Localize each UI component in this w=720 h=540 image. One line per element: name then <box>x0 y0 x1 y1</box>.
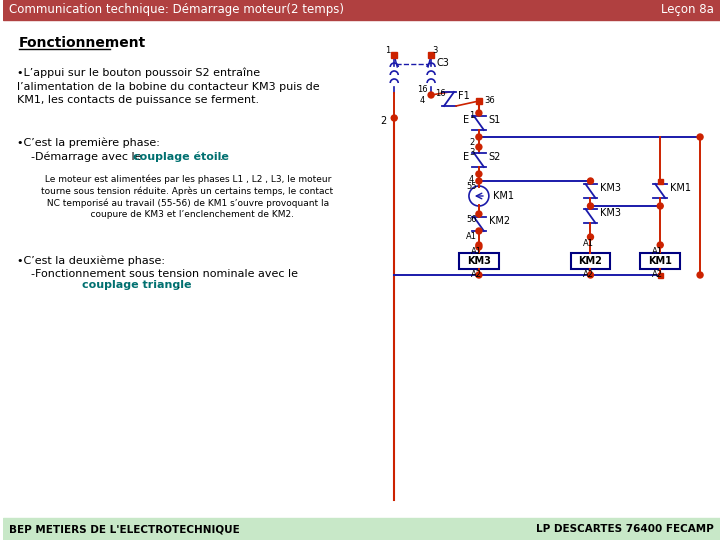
Text: 1: 1 <box>385 46 390 55</box>
Circle shape <box>588 272 593 278</box>
Text: C3: C3 <box>436 58 449 68</box>
Circle shape <box>476 228 482 234</box>
Text: A1: A1 <box>652 247 663 256</box>
Circle shape <box>476 242 482 248</box>
Bar <box>658 179 662 184</box>
Circle shape <box>476 134 482 140</box>
Bar <box>3 518 720 540</box>
Circle shape <box>476 171 482 177</box>
Text: 2: 2 <box>380 116 387 126</box>
Bar <box>3 0 720 20</box>
Text: KM1: KM1 <box>648 256 672 266</box>
Circle shape <box>476 211 482 217</box>
Text: •C’est la première phase:
    -Démarrage avec le: •C’est la première phase: -Démarrage ave… <box>17 138 160 163</box>
Bar <box>658 273 662 278</box>
Circle shape <box>476 144 482 150</box>
Text: KM2: KM2 <box>489 216 510 226</box>
Circle shape <box>476 272 482 278</box>
Text: couplage triangle: couplage triangle <box>82 280 192 290</box>
Text: A2: A2 <box>471 270 482 279</box>
Text: LP DESCARTES 76400 FECAMP: LP DESCARTES 76400 FECAMP <box>536 524 714 534</box>
Circle shape <box>476 110 482 116</box>
Text: A1: A1 <box>471 247 482 256</box>
Text: KM1: KM1 <box>493 191 514 201</box>
Text: Fonctionnement: Fonctionnement <box>19 36 146 50</box>
Circle shape <box>588 203 593 209</box>
Text: Leçon 8a: Leçon 8a <box>661 3 714 17</box>
Circle shape <box>588 234 593 240</box>
Text: KM3: KM3 <box>600 183 621 193</box>
Text: Le moteur est alimentées par les phases L1 , L2 , L3, le moteur
tourne sous tens: Le moteur est alimentées par les phases … <box>41 175 333 219</box>
Text: KM2: KM2 <box>579 256 603 266</box>
Text: •C’est la deuxième phase:
    -Fonctionnement sous tension nominale avec le: •C’est la deuxième phase: -Fonctionnemen… <box>17 255 297 292</box>
Bar <box>391 52 397 58</box>
Text: 3: 3 <box>432 46 438 55</box>
Text: .: . <box>177 280 181 290</box>
Circle shape <box>476 244 482 250</box>
Text: •L’appui sur le bouton poussoir S2 entraîne
l’alimentation de la bobine du conta: •L’appui sur le bouton poussoir S2 entra… <box>17 68 319 105</box>
Text: 36: 36 <box>484 96 495 105</box>
Circle shape <box>391 115 397 121</box>
Bar <box>459 253 499 269</box>
Text: 16: 16 <box>435 89 446 98</box>
Text: 56: 56 <box>466 215 477 224</box>
Bar <box>476 98 482 104</box>
Text: 55: 55 <box>466 182 477 191</box>
Text: S1: S1 <box>489 115 501 125</box>
Text: A1: A1 <box>582 239 593 248</box>
Text: couplage étoile: couplage étoile <box>133 152 229 163</box>
Text: E: E <box>463 115 469 125</box>
Text: A1: A1 <box>466 232 477 241</box>
Text: A2: A2 <box>652 270 663 279</box>
Text: 2: 2 <box>469 138 474 147</box>
Bar <box>428 52 434 58</box>
Text: 1: 1 <box>469 111 474 120</box>
Text: .: . <box>220 152 223 162</box>
Circle shape <box>697 272 703 278</box>
Text: F1: F1 <box>458 91 469 101</box>
Text: 3: 3 <box>469 148 474 157</box>
Text: KM1: KM1 <box>670 183 691 193</box>
Bar <box>640 253 680 269</box>
Text: A2: A2 <box>582 270 593 279</box>
Text: 4: 4 <box>419 96 424 105</box>
Text: Communication technique: Démarrage moteur(2 temps): Communication technique: Démarrage moteu… <box>9 3 343 17</box>
Bar <box>570 253 611 269</box>
Text: 16: 16 <box>417 85 428 94</box>
Circle shape <box>657 242 663 248</box>
Circle shape <box>588 178 593 184</box>
Circle shape <box>428 92 434 98</box>
Circle shape <box>657 203 663 209</box>
Text: E: E <box>463 152 469 162</box>
Circle shape <box>697 134 703 140</box>
Text: KM3: KM3 <box>600 208 621 218</box>
Text: KM3: KM3 <box>467 256 491 266</box>
Text: S2: S2 <box>489 152 501 162</box>
Text: BEP METIERS DE L'ELECTROTECHNIQUE: BEP METIERS DE L'ELECTROTECHNIQUE <box>9 524 240 534</box>
Circle shape <box>476 178 482 184</box>
Text: 4: 4 <box>469 175 474 184</box>
